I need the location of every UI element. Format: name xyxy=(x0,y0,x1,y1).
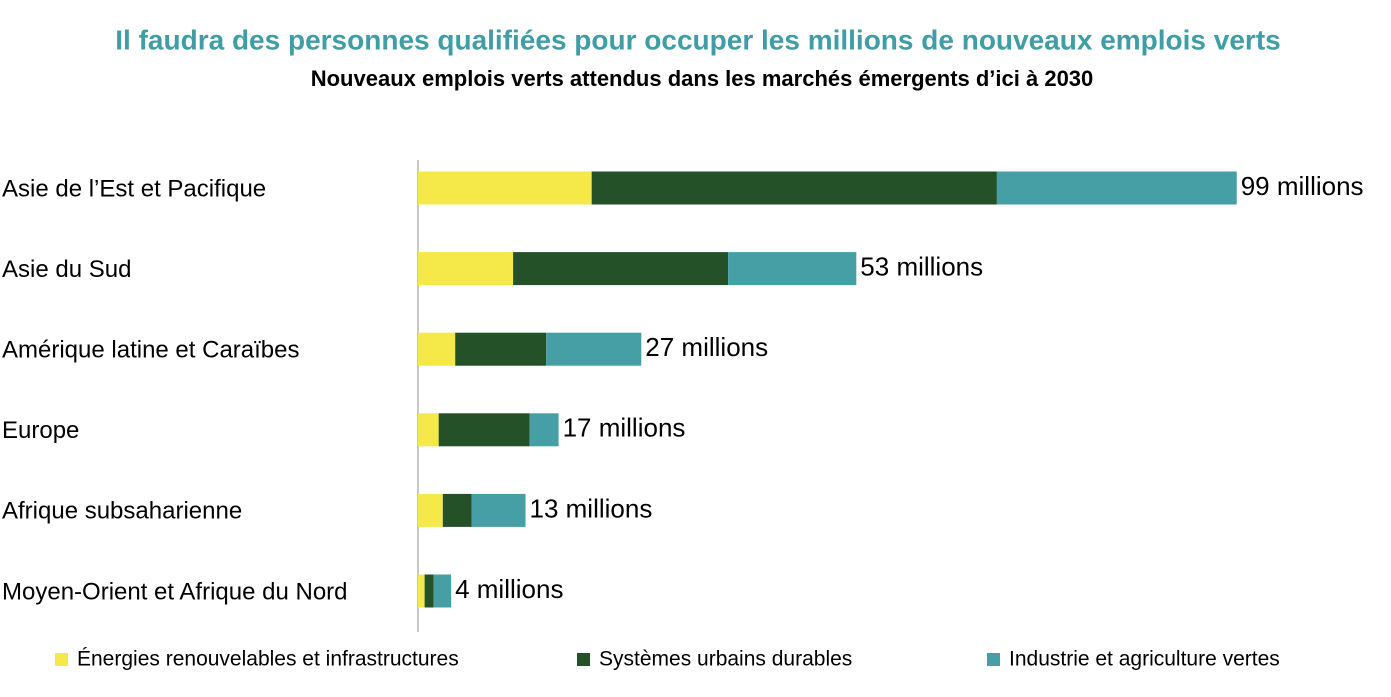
bar-segment xyxy=(471,493,526,527)
chart-subtitle: Nouveaux emplois verts attendus dans les… xyxy=(311,66,1094,91)
bar-segment xyxy=(418,574,425,608)
bar-segment xyxy=(442,493,472,527)
bar-segment xyxy=(418,413,439,447)
legend-label: Industrie et agriculture vertes xyxy=(1009,648,1280,671)
total-label: 99 millions xyxy=(1241,171,1364,201)
legend-swatch xyxy=(577,653,590,666)
total-label: 4 millions xyxy=(455,574,563,604)
bar-segment xyxy=(455,332,547,366)
legend-label: Systèmes urbains durables xyxy=(599,648,852,671)
bar-segment xyxy=(433,574,452,608)
category-label: Amérique latine et Caraïbes xyxy=(2,337,300,364)
bar-segment xyxy=(728,252,857,286)
chart-title: Il faudra des personnes qualifiées pour … xyxy=(115,24,1280,55)
bar-segment xyxy=(418,252,514,286)
bar-segment xyxy=(996,171,1237,205)
bar-segment xyxy=(424,574,434,608)
bar-segment xyxy=(591,171,997,205)
bar-segment xyxy=(513,252,729,286)
category-label: Afrique subsaharienne xyxy=(2,498,242,525)
category-label: Moyen-Orient et Afrique du Nord xyxy=(2,578,348,605)
category-label: Asie de l’Est et Pacifique xyxy=(2,175,266,202)
legend-swatch xyxy=(55,653,68,666)
bar-segment xyxy=(418,332,456,366)
bar-segment xyxy=(418,171,592,205)
bar-segment xyxy=(529,413,559,447)
bar-segment xyxy=(438,413,530,447)
bar-segment xyxy=(546,332,642,366)
category-label: Asie du Sud xyxy=(2,256,131,283)
legend-label: Énergies renouvelables et infrastructure… xyxy=(77,648,459,671)
total-label: 17 millions xyxy=(563,413,686,443)
total-label: 13 millions xyxy=(530,493,653,523)
total-label: 27 millions xyxy=(645,332,768,362)
category-label: Europe xyxy=(2,417,79,444)
bar-segment xyxy=(418,493,443,527)
legend-swatch xyxy=(987,653,1000,666)
total-label: 53 millions xyxy=(860,251,983,281)
